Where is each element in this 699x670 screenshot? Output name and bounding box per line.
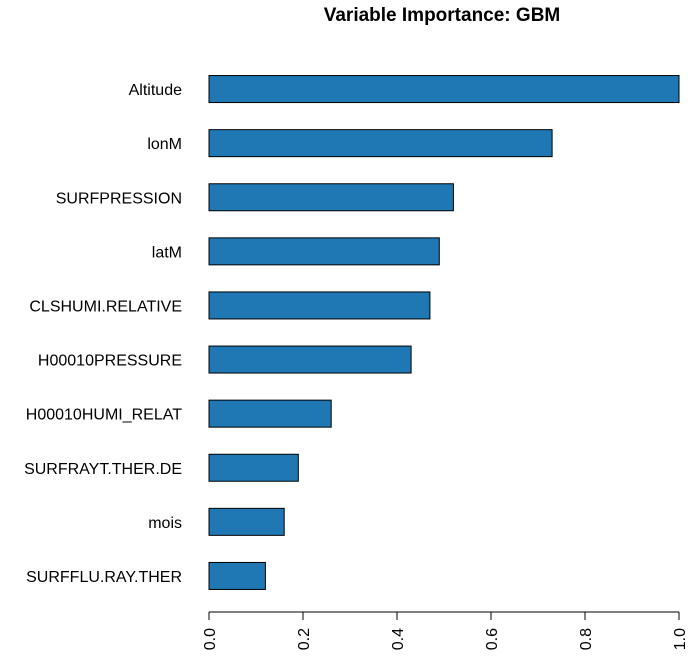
x-tick-label: 0.6 — [484, 628, 501, 650]
x-axis: 0.0 0.2 0.4 0.6 0.8 1.0 — [202, 611, 689, 650]
x-tick-label: 0.0 — [202, 628, 219, 650]
bar-clshumi-relative — [208, 291, 431, 320]
bar-surfpression — [208, 183, 454, 212]
bars-group — [208, 75, 680, 590]
bar-mois — [208, 507, 285, 536]
bar-surfflu-ray-ther — [208, 561, 266, 590]
category-label: SURFPRESSION — [56, 190, 182, 207]
bar-latm — [208, 237, 440, 266]
category-labels-group: Altitude lonM SURFPRESSION latM CLSHUMI.RELA… — [24, 82, 182, 586]
x-tick-label: 0.8 — [578, 628, 595, 650]
bar-h00010humi-relat — [208, 399, 332, 428]
bar-surfrayt-ther-de — [208, 453, 299, 482]
category-label: Altitude — [129, 82, 182, 99]
category-label: SURFRAYT.THER.DE — [24, 461, 182, 478]
x-tick-label: 0.2 — [296, 628, 313, 650]
category-label: H00010PRESSURE — [38, 353, 182, 370]
bar-h00010pressure — [208, 345, 412, 374]
category-label: H00010HUMI_RELAT — [26, 407, 182, 424]
bar-altitude — [208, 75, 680, 104]
category-label: latM — [152, 244, 182, 261]
bar-lonm — [208, 129, 553, 158]
x-tick-label: 1.0 — [672, 628, 689, 650]
category-label: SURFFLU.RAY.THER — [26, 569, 182, 586]
category-label: mois — [148, 515, 182, 532]
category-label: lonM — [147, 136, 182, 153]
category-label: CLSHUMI.RELATIVE — [29, 298, 182, 315]
chart-title: Variable Importance: GBM — [324, 5, 561, 26]
x-tick-label: 0.4 — [390, 628, 407, 650]
